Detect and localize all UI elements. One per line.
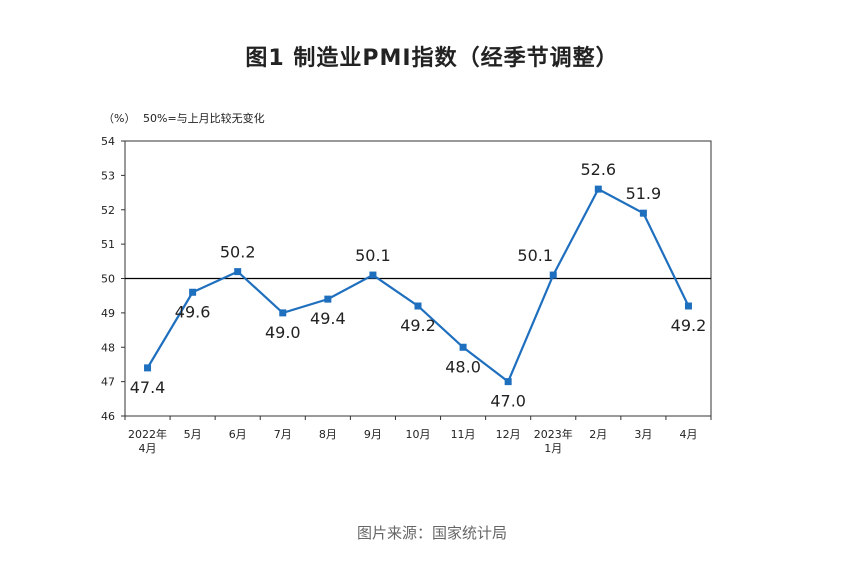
data-label: 49.0 — [265, 323, 301, 342]
x-tick-label: 4月 — [139, 442, 157, 455]
data-point — [594, 185, 602, 193]
y-tick-label: 47 — [101, 376, 115, 389]
x-tick-label: 2023年 — [534, 427, 573, 441]
data-label: 48.0 — [445, 357, 481, 376]
y-tick-label: 51 — [101, 238, 115, 251]
data-label: 50.1 — [355, 246, 391, 265]
data-point — [369, 271, 377, 279]
data-label: 49.4 — [310, 309, 346, 328]
data-label: 49.6 — [175, 302, 211, 321]
x-tick-label: 4月 — [679, 428, 697, 441]
y-tick-label: 46 — [101, 410, 115, 423]
x-tick-label: 6月 — [229, 428, 247, 441]
data-point — [144, 364, 152, 372]
x-tick-label: 9月 — [364, 428, 382, 441]
y-tick-label: 53 — [101, 169, 115, 182]
chart-title: 图1 制造业PMI指数（经季节调整） — [245, 46, 619, 71]
data-label: 49.2 — [400, 316, 436, 335]
x-tick-label: 2月 — [589, 428, 607, 441]
data-point — [414, 302, 422, 310]
data-point — [504, 378, 512, 386]
data-point — [684, 302, 692, 310]
x-tick-label: 1月 — [544, 442, 562, 455]
data-label: 51.9 — [626, 184, 662, 203]
x-tick-label: 12月 — [496, 428, 521, 441]
data-point — [549, 271, 557, 279]
x-tick-label: 2022年 — [128, 427, 167, 441]
data-label: 50.2 — [220, 243, 256, 262]
data-label: 52.6 — [580, 160, 616, 179]
x-tick-label: 3月 — [634, 428, 652, 441]
data-label: 50.1 — [517, 246, 553, 265]
data-label: 49.2 — [671, 316, 707, 335]
source-note: 图片来源：国家统计局 — [356, 524, 507, 542]
x-tick-label: 10月 — [406, 428, 431, 441]
data-label: 47.4 — [130, 378, 166, 397]
x-tick-label: 8月 — [319, 428, 337, 441]
y-tick-label: 49 — [101, 307, 115, 320]
series-line — [146, 187, 690, 384]
y-tick-label: 48 — [101, 341, 115, 354]
data-point — [234, 268, 242, 276]
y-tick-label: 54 — [101, 135, 115, 148]
x-tick-label: 5月 — [184, 428, 202, 441]
data-point — [324, 295, 332, 303]
y-tick-label: 52 — [101, 204, 115, 217]
y-axis-unit: （%） — [103, 112, 136, 125]
x-tick-label: 7月 — [274, 428, 292, 441]
chart-note: 50%=与上月比较无变化 — [143, 112, 265, 125]
data-point — [279, 309, 287, 317]
x-tick-label: 11月 — [451, 428, 476, 441]
data-point — [189, 288, 197, 296]
data-label: 47.0 — [490, 392, 526, 411]
data-point — [459, 343, 467, 351]
y-tick-label: 50 — [101, 273, 115, 286]
data-point — [639, 209, 647, 217]
